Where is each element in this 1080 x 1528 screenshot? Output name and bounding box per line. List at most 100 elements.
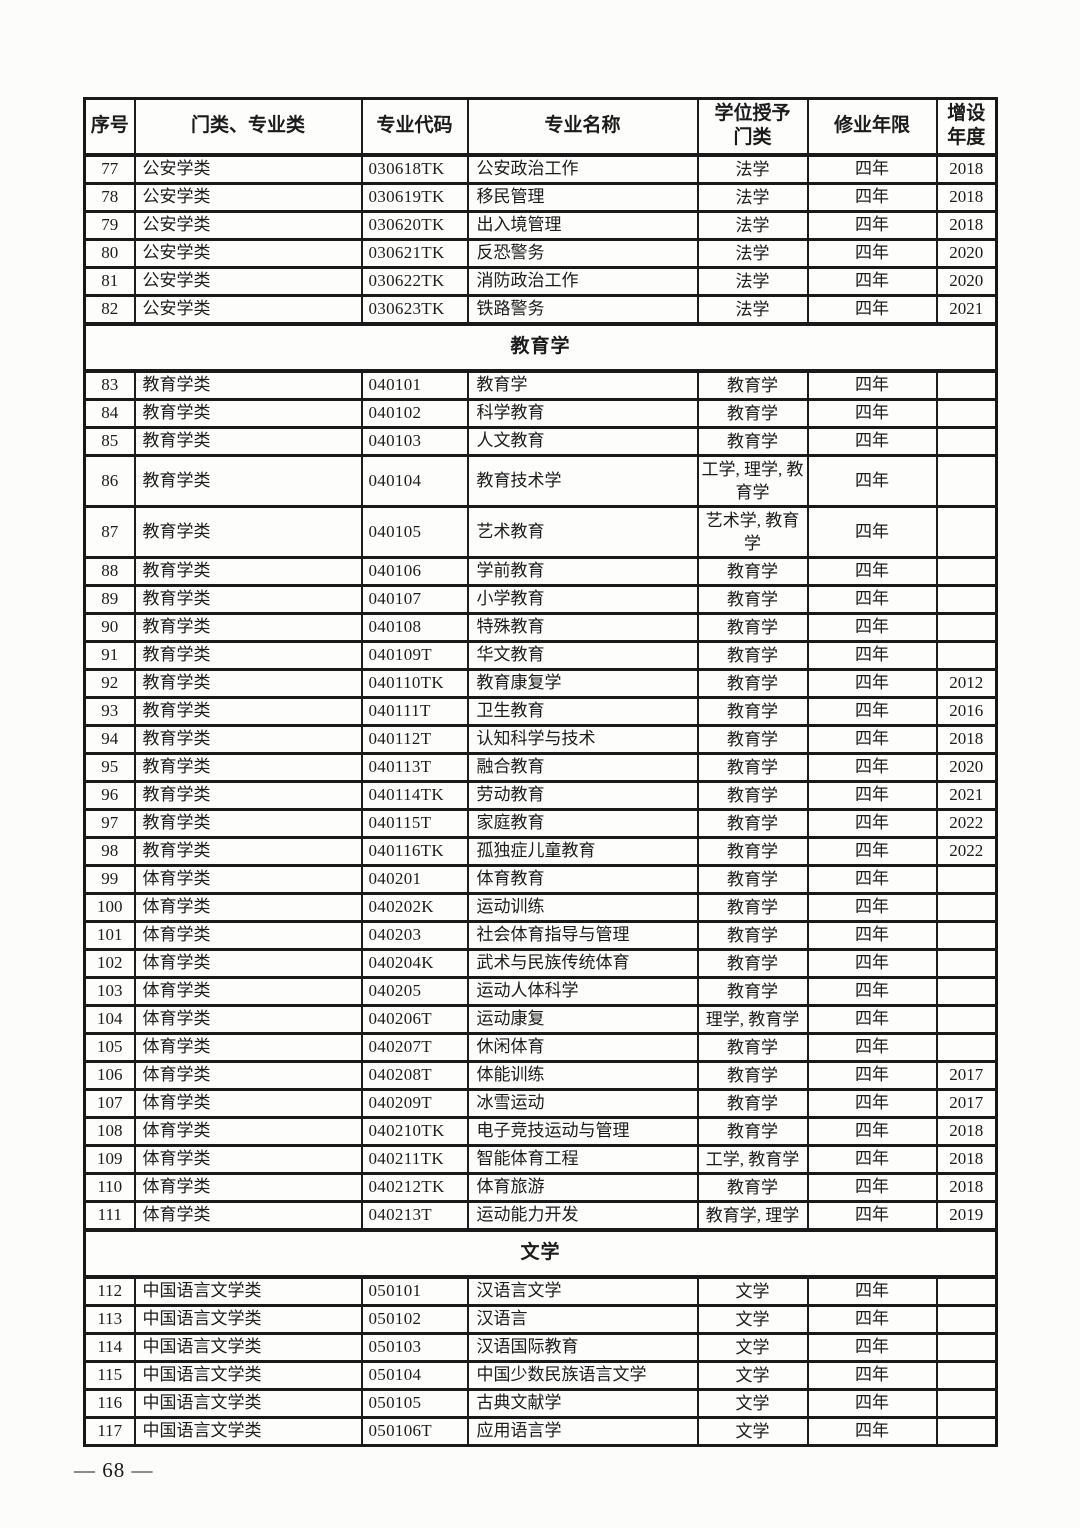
category-cell: 教育学类 — [133, 667, 363, 699]
category-cell: 中国语言文学类 — [133, 1415, 363, 1447]
serial-cell: 79 — [83, 209, 136, 241]
serial-cell: 78 — [83, 181, 136, 213]
category-cell: 教育学类 — [133, 425, 363, 457]
table-row: 88 教育学类 040106 学前教育 教育学 四年 — [83, 555, 998, 587]
name-cell: 武术与民族传统体育 — [466, 947, 699, 979]
degree-cell: 教育学 — [696, 1171, 809, 1203]
code-cell: 030623TK — [360, 293, 469, 325]
years-cell: 四年 — [806, 695, 938, 727]
degree-cell: 文学 — [696, 1303, 809, 1335]
serial-cell: 83 — [83, 369, 136, 401]
code-cell: 040201 — [360, 863, 469, 895]
table-row: 111 体育学类 040213T 运动能力开发 教育学, 理学 四年 2019 — [83, 1199, 998, 1231]
category-cell: 中国语言文学类 — [133, 1359, 363, 1391]
years-cell: 四年 — [806, 751, 938, 783]
table-row: 105 体育学类 040207T 休闲体育 教育学 四年 — [83, 1031, 998, 1063]
table-row: 95 教育学类 040113T 融合教育 教育学 四年 2020 — [83, 751, 998, 783]
serial-cell: 89 — [83, 583, 136, 615]
name-cell: 铁路警务 — [466, 293, 699, 325]
degree-cell: 文学 — [696, 1415, 809, 1447]
years-cell: 四年 — [806, 975, 938, 1007]
code-cell: 040109T — [360, 639, 469, 671]
table-row: 107 体育学类 040209T 冰雪运动 教育学 四年 2017 — [83, 1087, 998, 1119]
section-row: 文学 — [84, 1227, 997, 1279]
years-cell: 四年 — [806, 723, 938, 755]
column-header: 修业年限 — [806, 97, 938, 157]
name-cell: 运动能力开发 — [466, 1199, 699, 1231]
table-body: 77 公安学类 030618TK 公安政治工作 法学 四年 2018 78 公安学类 030619… — [83, 153, 998, 1447]
years-cell: 四年 — [806, 891, 938, 923]
name-cell: 汉语言文学 — [466, 1275, 699, 1307]
table-row: 110 体育学类 040212TK 体育旅游 教育学 四年 2018 — [83, 1171, 998, 1203]
code-cell: 040107 — [360, 583, 469, 615]
column-header: 专业代码 — [360, 97, 469, 157]
years-cell: 四年 — [806, 209, 938, 241]
degree-cell: 教育学 — [696, 947, 809, 979]
code-cell: 050101 — [360, 1275, 469, 1307]
degree-cell: 教育学 — [696, 397, 809, 429]
code-cell: 050102 — [360, 1303, 469, 1335]
years-cell: 四年 — [806, 639, 938, 671]
added-cell: 2020 — [935, 237, 998, 269]
degree-cell: 教育学 — [696, 1087, 809, 1119]
category-cell: 教育学类 — [133, 583, 363, 615]
years-cell: 四年 — [806, 1387, 938, 1419]
degree-cell: 教育学 — [696, 1059, 809, 1091]
table-row: 98 教育学类 040116TK 孤独症儿童教育 教育学 四年 2022 — [83, 835, 998, 867]
page-number: — 68 — — [74, 1458, 154, 1482]
column-header: 学位授予 门类 — [696, 97, 809, 157]
header-row: 序号 门类、专业类 专业代码 专业名称 学位授予 门类 修业年限 增设 年度 — [83, 97, 998, 157]
name-cell: 学前教育 — [466, 555, 699, 587]
serial-cell: 113 — [83, 1303, 136, 1335]
degree-cell: 文学 — [696, 1359, 809, 1391]
degree-cell: 教育学 — [696, 751, 809, 783]
years-cell: 四年 — [806, 237, 938, 269]
years-cell: 四年 — [806, 1031, 938, 1063]
category-cell: 体育学类 — [133, 1087, 363, 1119]
added-cell — [935, 919, 998, 951]
table-row: 97 教育学类 040115T 家庭教育 教育学 四年 2022 — [83, 807, 998, 839]
added-cell: 2016 — [935, 695, 998, 727]
serial-cell: 111 — [83, 1199, 136, 1231]
table-row: 91 教育学类 040109T 华文教育 教育学 四年 — [83, 639, 998, 671]
table-row: 112 中国语言文学类 050101 汉语言文学 文学 四年 — [83, 1275, 998, 1307]
code-cell: 040111T — [360, 695, 469, 727]
category-cell: 体育学类 — [133, 891, 363, 923]
table-row: 101 体育学类 040203 社会体育指导与管理 教育学 四年 — [83, 919, 998, 951]
serial-cell: 107 — [83, 1087, 136, 1119]
name-cell: 体能训练 — [466, 1059, 699, 1091]
code-cell: 040207T — [360, 1031, 469, 1063]
column-header: 专业名称 — [466, 97, 699, 157]
degree-cell: 理学, 教育学 — [696, 1003, 809, 1035]
added-cell: 2021 — [935, 293, 998, 325]
added-cell — [935, 555, 998, 587]
table-row: 109 体育学类 040211TK 智能体育工程 工学, 教育学 四年 2018 — [83, 1143, 998, 1175]
table-row: 82 公安学类 030623TK 铁路警务 法学 四年 2021 — [83, 293, 998, 325]
table-row: 96 教育学类 040114TK 劳动教育 教育学 四年 2021 — [83, 779, 998, 811]
category-cell: 中国语言文学类 — [133, 1331, 363, 1363]
years-cell: 四年 — [806, 1303, 938, 1335]
table-row: 104 体育学类 040206T 运动康复 理学, 教育学 四年 — [83, 1003, 998, 1035]
code-cell: 040206T — [360, 1003, 469, 1035]
code-cell: 040211TK — [360, 1143, 469, 1175]
added-cell — [935, 975, 998, 1007]
code-cell: 030619TK — [360, 181, 469, 213]
code-cell: 050103 — [360, 1331, 469, 1363]
degree-cell: 教育学 — [696, 555, 809, 587]
code-cell: 050106T — [360, 1415, 469, 1447]
table-row: 80 公安学类 030621TK 反恐警务 法学 四年 2020 — [83, 237, 998, 269]
name-cell: 教育康复学 — [466, 667, 699, 699]
serial-cell: 101 — [83, 919, 136, 951]
degree-cell: 文学 — [696, 1387, 809, 1419]
added-cell — [935, 1387, 998, 1419]
category-cell: 公安学类 — [133, 181, 363, 213]
code-cell: 040210TK — [360, 1115, 469, 1147]
degree-cell: 法学 — [696, 181, 809, 213]
degree-cell: 教育学 — [696, 611, 809, 643]
added-cell — [935, 1331, 998, 1363]
category-cell: 公安学类 — [133, 153, 363, 185]
category-cell: 教育学类 — [133, 369, 363, 401]
table-row: 100 体育学类 040202K 运动训练 教育学 四年 — [83, 891, 998, 923]
serial-cell: 77 — [83, 153, 136, 185]
